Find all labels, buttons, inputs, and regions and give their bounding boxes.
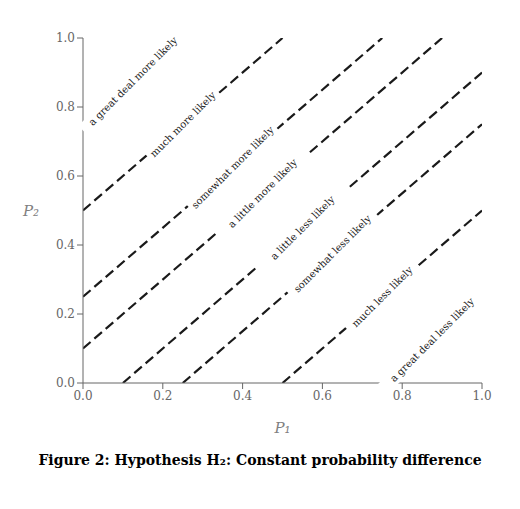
- svg-text:a great deal less likely: a great deal less likely: [388, 295, 477, 384]
- svg-text:0.6: 0.6: [56, 169, 75, 183]
- svg-text:0.8: 0.8: [393, 389, 412, 403]
- svg-text:P₂: P₂: [22, 202, 39, 220]
- svg-text:0.8: 0.8: [56, 100, 75, 114]
- svg-text:0.2: 0.2: [56, 307, 75, 321]
- svg-text:a little more likely: a little more likely: [226, 156, 299, 229]
- svg-text:somewhat more likely: somewhat more likely: [189, 124, 276, 211]
- svg-text:1.0: 1.0: [56, 31, 75, 45]
- svg-text:0.4: 0.4: [56, 238, 75, 252]
- svg-text:P₁: P₁: [273, 419, 290, 437]
- svg-text:0.0: 0.0: [56, 376, 75, 390]
- html-text:Figure 2: Hypothesis H₂: Const: Figure 2: Hypothesis H₂: Constant probab…: [38, 452, 482, 468]
- svg-text:much less likely: much less likely: [350, 264, 415, 329]
- svg-text:much more likely: much more likely: [148, 89, 218, 159]
- svg-text:a great deal more likely: a great deal more likely: [86, 34, 179, 127]
- svg-text:somewhat less likely: somewhat less likely: [292, 213, 374, 295]
- svg-text:0.4: 0.4: [233, 389, 252, 403]
- svg-text:0.0: 0.0: [73, 389, 92, 403]
- svg-text:a little less likely: a little less likely: [268, 193, 337, 262]
- svg-text:1.0: 1.0: [472, 389, 491, 403]
- svg-text:0.6: 0.6: [313, 389, 332, 403]
- svg-text:0.2: 0.2: [153, 389, 172, 403]
